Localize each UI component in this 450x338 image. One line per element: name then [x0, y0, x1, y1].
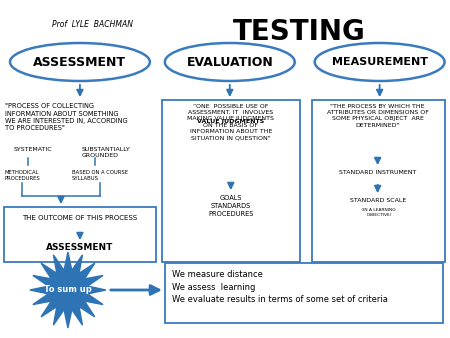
Text: (IN A LEARNING
  OBIECTIVE): (IN A LEARNING OBIECTIVE) — [360, 208, 396, 217]
Text: BASED ON A COURSE
SYLLABUS: BASED ON A COURSE SYLLABUS — [72, 170, 128, 181]
FancyBboxPatch shape — [312, 100, 445, 262]
Text: Prof  LYLE  BACHMAN: Prof LYLE BACHMAN — [52, 20, 133, 29]
Ellipse shape — [10, 43, 150, 81]
Text: We measure distance
We assess  learning
We evaluate results in terms of some set: We measure distance We assess learning W… — [172, 270, 388, 304]
FancyBboxPatch shape — [162, 100, 300, 262]
Text: "THE PROCESS BY WHICH THE
ATTRIBUTES OR DIMENSIONS OF
SOME PHYSICAL OBJECT  ARE
: "THE PROCESS BY WHICH THE ATTRIBUTES OR … — [327, 104, 428, 128]
Text: TESTING: TESTING — [234, 18, 366, 46]
Ellipse shape — [315, 43, 445, 81]
Polygon shape — [30, 252, 106, 328]
Text: STANDARD INSTRUMENT: STANDARD INSTRUMENT — [339, 170, 416, 175]
FancyBboxPatch shape — [4, 207, 156, 262]
Text: VALUE JUDGMENTS: VALUE JUDGMENTS — [197, 120, 265, 124]
Text: “ONE  POSSIBLE USE OF
ASSESSMENT. IT  INVOLVES
MAKING VALUE JUDGMENTS
ON THE BAS: “ONE POSSIBLE USE OF ASSESSMENT. IT INVO… — [187, 104, 274, 140]
Text: "PROCESS OF COLLECTING
INFORMATION ABOUT SOMETHING
WE ARE INTERESTED IN, ACCORDI: "PROCESS OF COLLECTING INFORMATION ABOUT… — [5, 103, 128, 131]
Text: METHODICAL
PROCEDURES: METHODICAL PROCEDURES — [5, 170, 41, 181]
Text: EVALUATION: EVALUATION — [186, 55, 273, 69]
Text: STANDARD SCALE: STANDARD SCALE — [350, 198, 406, 203]
FancyBboxPatch shape — [165, 263, 443, 323]
Text: MEASUREMENT: MEASUREMENT — [332, 57, 427, 67]
Text: THE OUTCOME OF THIS PROCESS: THE OUTCOME OF THIS PROCESS — [22, 215, 138, 221]
Text: GOALS
STANDARDS
PROCEDURES: GOALS STANDARDS PROCEDURES — [208, 195, 253, 217]
Ellipse shape — [165, 43, 295, 81]
Text: To sum up: To sum up — [44, 286, 92, 294]
Text: ASSESSMENT: ASSESSMENT — [33, 55, 126, 69]
Text: SUBSTANTIALLY
GROUNDED: SUBSTANTIALLY GROUNDED — [82, 147, 130, 158]
Text: SYSTEMATIC: SYSTEMATIC — [14, 147, 53, 152]
Text: ASSESSMENT: ASSESSMENT — [46, 243, 113, 252]
